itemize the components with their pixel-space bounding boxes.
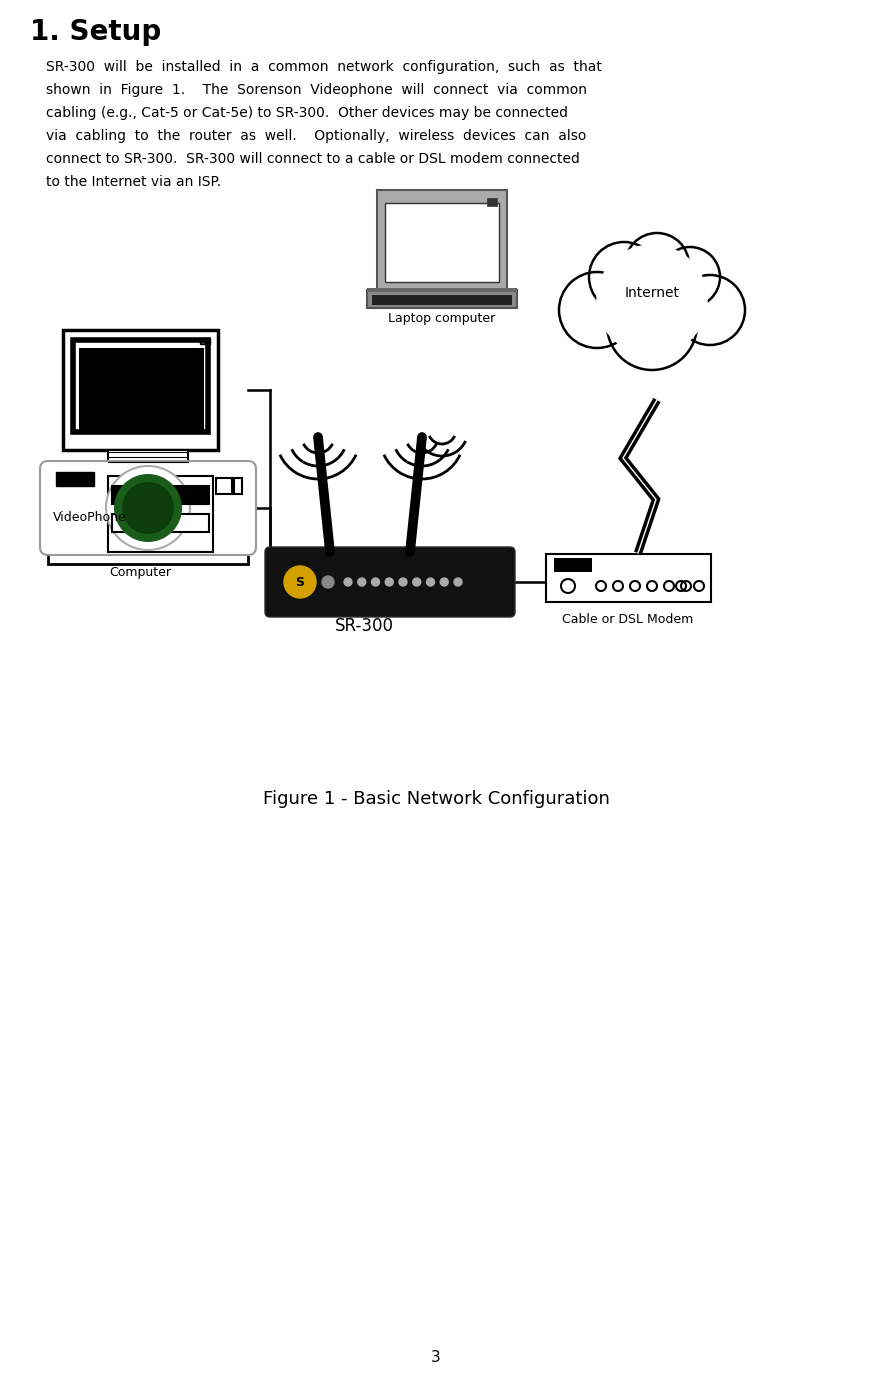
Circle shape [114,474,182,541]
Circle shape [607,280,697,370]
Bar [73,339,208,431]
Circle shape [358,578,366,585]
Bar [56,473,94,486]
Circle shape [440,578,448,585]
Text: S: S [295,576,305,588]
Text: cabling (e.g., Cat-5 or Cat-5e) to SR-300.  Other devices may be connected: cabling (e.g., Cat-5 or Cat-5e) to SR-30… [46,106,568,120]
Bar [63,330,218,451]
Bar [554,558,592,572]
Text: shown  in  Figure  1.    The  Sorenson  Videophone  will  connect  via  common: shown in Figure 1. The Sorenson Videopho… [46,82,587,98]
Bar [108,451,188,464]
Circle shape [589,242,659,312]
FancyBboxPatch shape [265,547,515,617]
Text: SR-300: SR-300 [335,617,394,635]
Text: Computer: Computer [109,566,171,578]
Circle shape [344,578,352,585]
Bar [112,514,209,532]
Bar [385,203,499,282]
Circle shape [322,576,334,588]
Circle shape [284,566,316,598]
Text: connect to SR-300.  SR-300 will connect to a cable or DSL modem connected: connect to SR-300. SR-300 will connect t… [46,153,580,166]
Bar [234,478,242,495]
Bar [108,475,213,552]
Circle shape [372,578,380,585]
Bar [367,290,517,308]
Circle shape [413,578,421,585]
Bar [216,478,232,495]
Bar [487,198,497,206]
Bar [112,486,209,504]
Bar [79,348,204,430]
Bar [377,190,507,290]
Bar [372,295,512,305]
Circle shape [122,482,174,534]
Text: Cable or DSL Modem: Cable or DSL Modem [562,613,694,627]
Circle shape [106,466,190,550]
Bar [546,554,711,602]
Circle shape [385,578,393,585]
Text: 3: 3 [431,1351,441,1364]
Bar [367,289,517,293]
Circle shape [660,247,720,306]
Text: Laptop computer: Laptop computer [388,312,496,326]
Text: VideoPhone: VideoPhone [53,511,127,523]
Bar [48,464,248,563]
Text: 1. Setup: 1. Setup [30,18,162,45]
Circle shape [454,578,462,585]
Circle shape [427,578,435,585]
Bar [200,338,210,344]
Circle shape [399,578,407,585]
Text: SR-300  will  be  installed  in  a  common  network  configuration,  such  as  t: SR-300 will be installed in a common net… [46,60,601,74]
Bar [73,339,208,431]
Text: via  cabling  to  the  router  as  well.    Optionally,  wireless  devices  can : via cabling to the router as well. Optio… [46,129,587,143]
Circle shape [625,234,689,297]
Circle shape [559,272,635,348]
Text: Figure 1 - Basic Network Configuration: Figure 1 - Basic Network Configuration [263,790,609,808]
Circle shape [675,275,745,345]
Text: to the Internet via an ISP.: to the Internet via an ISP. [46,174,221,190]
Circle shape [597,245,707,354]
Text: Internet: Internet [624,286,679,300]
FancyBboxPatch shape [40,462,256,555]
